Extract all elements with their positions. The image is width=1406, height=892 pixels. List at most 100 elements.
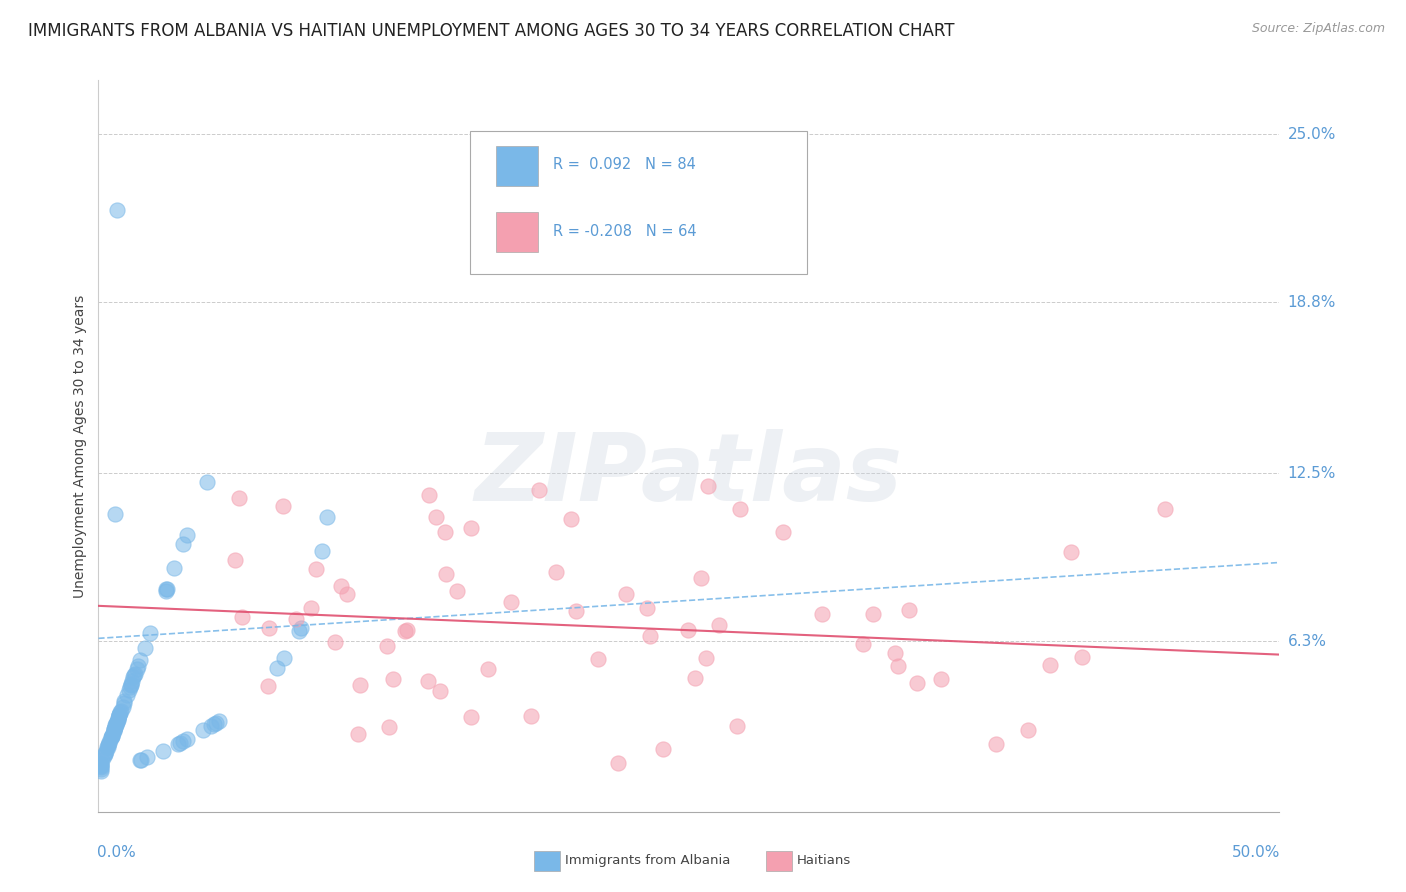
Point [418, 488, 440, 502]
Point [134, 640, 156, 655]
Text: 6.3%: 6.3% [1288, 633, 1327, 648]
Point [725, 719, 748, 733]
Point [1153, 502, 1175, 516]
Point [107, 712, 129, 726]
Point [544, 565, 567, 579]
Point [205, 715, 228, 730]
Point [208, 714, 231, 728]
Point [395, 623, 418, 637]
Point [90, 764, 112, 778]
Point [477, 662, 499, 676]
Point [118, 682, 141, 697]
Point [112, 696, 135, 710]
Text: Immigrants from Albania: Immigrants from Albania [565, 855, 731, 867]
Point [460, 521, 482, 535]
Point [166, 737, 188, 751]
Point [105, 714, 128, 729]
Point [273, 651, 295, 665]
Point [94, 746, 117, 760]
Point [121, 673, 143, 688]
Point [90, 758, 112, 772]
Point [614, 587, 637, 601]
Point [460, 710, 482, 724]
Point [90, 759, 112, 773]
Point [259, 621, 281, 635]
Point [520, 709, 543, 723]
Point [104, 720, 127, 734]
Point [290, 621, 312, 635]
Point [169, 736, 191, 750]
Text: Source: ZipAtlas.com: Source: ZipAtlas.com [1251, 22, 1385, 36]
Point [429, 684, 451, 698]
Point [323, 635, 346, 649]
Point [193, 723, 215, 738]
Point [127, 658, 149, 673]
Point [107, 711, 129, 725]
Point [94, 744, 117, 758]
Point [1017, 723, 1039, 738]
Point [862, 607, 884, 622]
Text: Haitians: Haitians [797, 855, 852, 867]
Point [176, 528, 198, 542]
FancyBboxPatch shape [471, 131, 807, 274]
Point [905, 676, 928, 690]
Point [636, 600, 658, 615]
Point [105, 203, 128, 218]
Point [202, 717, 225, 731]
Point [108, 707, 131, 722]
Point [200, 719, 222, 733]
Point [685, 671, 707, 685]
Point [336, 587, 359, 601]
Point [433, 524, 456, 539]
Point [100, 729, 122, 743]
Point [101, 728, 124, 742]
Point [104, 718, 127, 732]
Point [139, 626, 162, 640]
FancyBboxPatch shape [496, 146, 537, 186]
Point [114, 694, 136, 708]
Text: R = -0.208   N = 64: R = -0.208 N = 64 [553, 224, 697, 239]
Point [105, 716, 128, 731]
Point [330, 579, 353, 593]
Point [416, 674, 439, 689]
Point [224, 553, 246, 567]
Point [100, 729, 122, 743]
Point [120, 678, 142, 692]
Point [707, 618, 730, 632]
Point [273, 500, 295, 514]
Point [103, 723, 125, 738]
Point [425, 510, 447, 524]
Point [305, 561, 328, 575]
Point [108, 708, 131, 723]
Text: R =  0.092   N = 84: R = 0.092 N = 84 [553, 157, 696, 172]
Point [299, 601, 322, 615]
Point [98, 735, 121, 749]
Text: 18.8%: 18.8% [1288, 295, 1336, 310]
Point [898, 603, 921, 617]
Point [124, 666, 146, 681]
Point [929, 673, 952, 687]
Point [565, 604, 588, 618]
Point [381, 672, 404, 686]
Point [172, 734, 194, 748]
Y-axis label: Unemployment Among Ages 30 to 34 years: Unemployment Among Ages 30 to 34 years [73, 294, 87, 598]
Point [129, 753, 152, 767]
Point [772, 524, 794, 539]
Point [118, 680, 141, 694]
Point [852, 637, 875, 651]
Point [266, 661, 288, 675]
Point [434, 566, 457, 581]
Point [97, 739, 120, 754]
Point [984, 737, 1007, 751]
Point [231, 609, 253, 624]
Point [120, 677, 142, 691]
Point [103, 723, 125, 737]
Point [152, 744, 174, 758]
Point [1070, 649, 1092, 664]
Point [1060, 545, 1083, 559]
Text: IMMIGRANTS FROM ALBANIA VS HAITIAN UNEMPLOYMENT AMONG AGES 30 TO 34 YEARS CORREL: IMMIGRANTS FROM ALBANIA VS HAITIAN UNEMP… [28, 22, 955, 40]
Point [104, 507, 127, 521]
Point [172, 536, 194, 550]
Point [811, 607, 834, 622]
Point [163, 561, 186, 575]
